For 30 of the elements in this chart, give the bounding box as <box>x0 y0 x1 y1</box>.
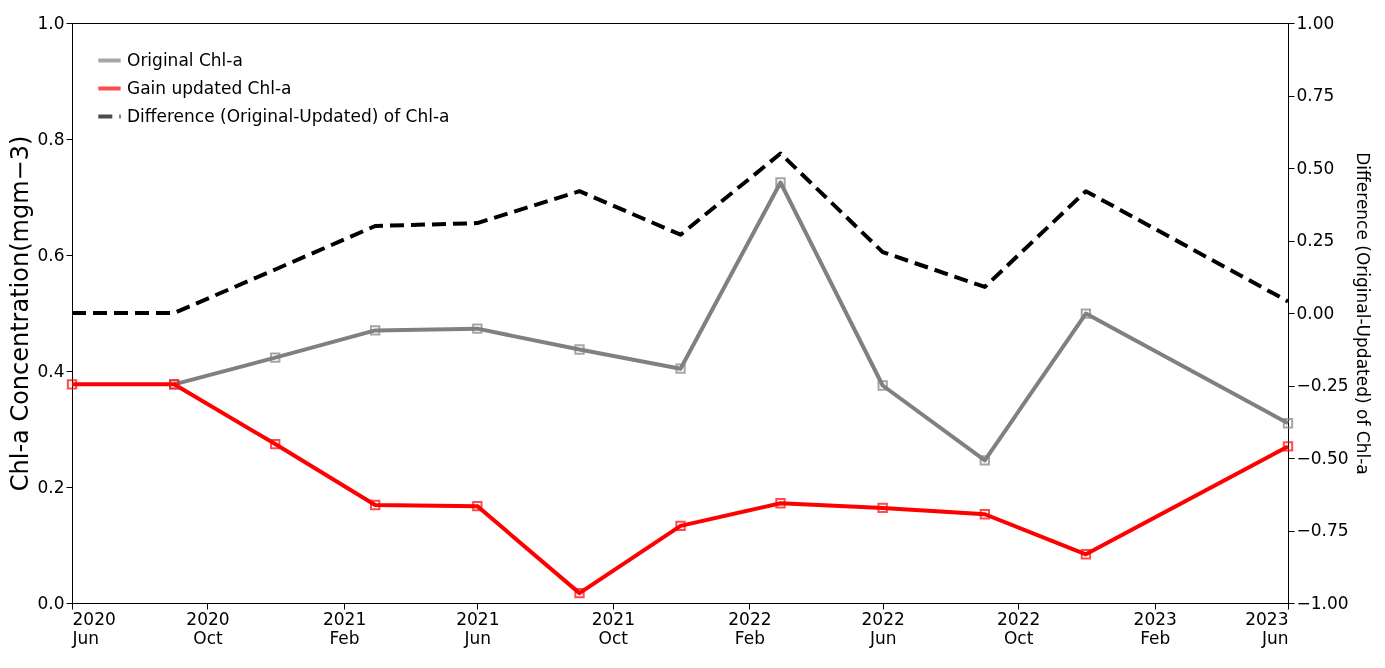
x-tick-label: 2020 Jun <box>71 608 116 648</box>
y-tick-label: 0.8 <box>37 128 65 149</box>
y-tick-label: 0.0 <box>37 592 65 613</box>
y2-tick-label: 0.50 <box>1296 157 1335 178</box>
y2-tick-label: 0.25 <box>1296 230 1335 250</box>
x-tick-label: 2020 Oct <box>186 608 230 648</box>
x-tick-label: 2023 Jun <box>1245 608 1289 648</box>
y2-tick-label: 0.75 <box>1296 85 1335 105</box>
y2-tick-label: −0.25 <box>1296 375 1349 395</box>
y2-tick-label: −0.50 <box>1296 447 1349 468</box>
y2-tick-label: −0.75 <box>1296 520 1349 540</box>
legend-label: Gain updated Chl-a <box>127 77 292 98</box>
y2-axis-title: Difference (Original-Updated) of Chl-a <box>1352 152 1373 475</box>
x-tick-label: 2022 Oct <box>997 608 1041 648</box>
y-tick-label: 1.0 <box>37 12 65 33</box>
y-tick-label: 0.4 <box>37 360 65 381</box>
x-tick-label: 2022 Jun <box>861 608 905 648</box>
x-tick-label: 2021 Feb <box>322 608 367 648</box>
y2-tick-label: −1.00 <box>1296 592 1349 613</box>
x-tick-label: 2022 Feb <box>728 608 772 648</box>
y-tick-label: 0.6 <box>37 244 65 265</box>
legend-label: Original Chl-a <box>127 49 243 70</box>
legend-label: Difference (Original-Updated) of Chl-a <box>127 105 450 126</box>
x-tick-label: 2021 Oct <box>591 608 635 648</box>
x-tick-label: 2021 Jun <box>456 608 500 648</box>
y2-tick-label: 1.00 <box>1296 12 1335 33</box>
y2-tick-label: 0.00 <box>1296 302 1335 323</box>
x-tick-label: 2023 Feb <box>1133 608 1177 648</box>
y-tick-label: 0.2 <box>37 476 65 497</box>
y-axis-title: Chl-a Concentration(mgm−3) <box>6 135 35 492</box>
